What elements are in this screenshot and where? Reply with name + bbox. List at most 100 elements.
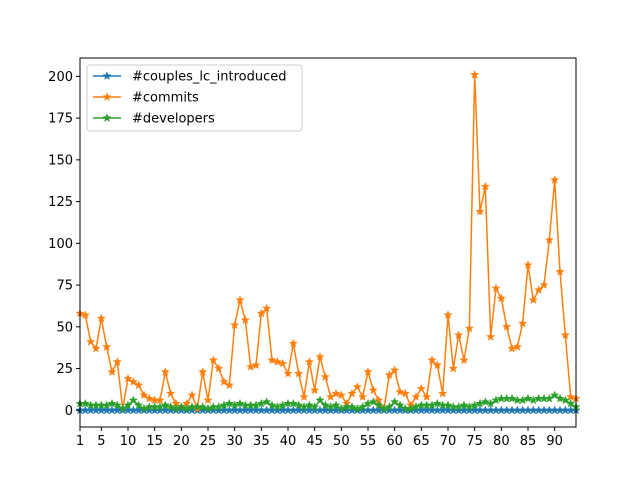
y-tick-label: 50 (56, 320, 73, 335)
data-point (544, 235, 555, 244)
data-point (491, 283, 501, 293)
data-point (512, 341, 523, 351)
legend-label: #developers (132, 112, 215, 127)
data-point (395, 387, 405, 396)
data-point (101, 341, 112, 351)
data-point (224, 380, 235, 390)
data-point (411, 392, 421, 401)
y-axis: 0 25 50 75 100 125 150 175 200 (48, 70, 80, 419)
x-tick-label: 70 (440, 434, 457, 449)
data-point (309, 402, 320, 411)
plot-frame (79, 57, 577, 428)
data-point (549, 174, 560, 184)
data-point (389, 397, 400, 406)
data-point (304, 356, 315, 366)
data-point (517, 318, 528, 328)
data-point (139, 390, 149, 400)
data-point (315, 395, 325, 405)
x-tick-label: 75 (466, 434, 483, 449)
series-line (79, 73, 577, 410)
data-point (443, 310, 453, 320)
data-point (299, 392, 309, 401)
data-point (203, 395, 213, 405)
data-point (432, 360, 443, 370)
data-point (208, 355, 219, 365)
data-point (304, 400, 315, 410)
data-point (229, 320, 240, 330)
legend-label: #commits (132, 91, 199, 106)
data-point (400, 388, 411, 398)
data-point (533, 285, 544, 295)
data-point (549, 390, 560, 400)
data-point (368, 397, 379, 406)
data-point (165, 388, 176, 398)
data-point (453, 330, 464, 340)
y-tick-label: 100 (48, 237, 73, 252)
data-point (565, 398, 576, 408)
data-point (331, 400, 341, 410)
data-point (219, 377, 229, 386)
x-tick-label: 45 (306, 434, 323, 449)
x-tick-label: 20 (173, 434, 190, 449)
data-point (459, 400, 469, 410)
y-tick-label: 25 (56, 362, 73, 377)
data-point (123, 400, 133, 410)
series-1 (75, 69, 581, 413)
data-point (336, 390, 347, 400)
data-point (213, 363, 224, 373)
data-point (80, 398, 91, 408)
data-point (352, 382, 363, 391)
data-point (283, 368, 293, 378)
legend-marker (102, 113, 112, 122)
data-point (368, 385, 379, 395)
data-point (112, 356, 123, 366)
data-point (267, 400, 277, 410)
data-point (421, 392, 432, 401)
data-point (320, 371, 331, 381)
data-point (197, 366, 208, 376)
data-point (357, 392, 368, 401)
legend-entry: #developers (93, 112, 215, 127)
data-point (485, 331, 496, 341)
data-point (288, 338, 299, 348)
data-point (80, 310, 91, 320)
data-point (235, 295, 245, 305)
x-tick-label: 5 (97, 434, 105, 449)
data-point (107, 398, 117, 408)
data-point (395, 400, 405, 410)
data-point (133, 400, 144, 410)
data-point (464, 323, 475, 333)
data-point (251, 360, 261, 370)
data-point (123, 373, 133, 383)
data-point (293, 368, 304, 378)
x-tick-label: 65 (413, 434, 430, 449)
axes-layer (79, 57, 577, 428)
legend-entries: #couples_lc_introduced #commits #developer… (93, 70, 286, 127)
data-point (480, 181, 491, 191)
data-point (437, 388, 448, 398)
data-point (363, 366, 373, 376)
data-point (267, 355, 277, 365)
series-layer (75, 69, 581, 415)
data-point (133, 380, 144, 390)
data-point (272, 356, 283, 366)
data-point (523, 260, 533, 270)
data-point (293, 400, 304, 410)
legend-frame (86, 64, 303, 132)
data-point (448, 363, 459, 373)
data-point (288, 398, 299, 408)
data-point (315, 351, 325, 361)
legend-label: #couples_lc_introduced (132, 70, 286, 85)
series-2 (75, 390, 581, 413)
x-axis: 1 5 10 15 20 25 30 35 40 45 50 55 60 65 70 75 80 85 90 (76, 427, 563, 449)
data-point (528, 295, 539, 305)
data-point (555, 266, 565, 276)
data-point (523, 393, 533, 403)
data-point (112, 400, 123, 410)
data-point (501, 321, 512, 331)
y-tick-label: 200 (48, 70, 73, 85)
data-point (187, 390, 197, 400)
data-point (128, 395, 139, 405)
data-point (261, 303, 272, 313)
